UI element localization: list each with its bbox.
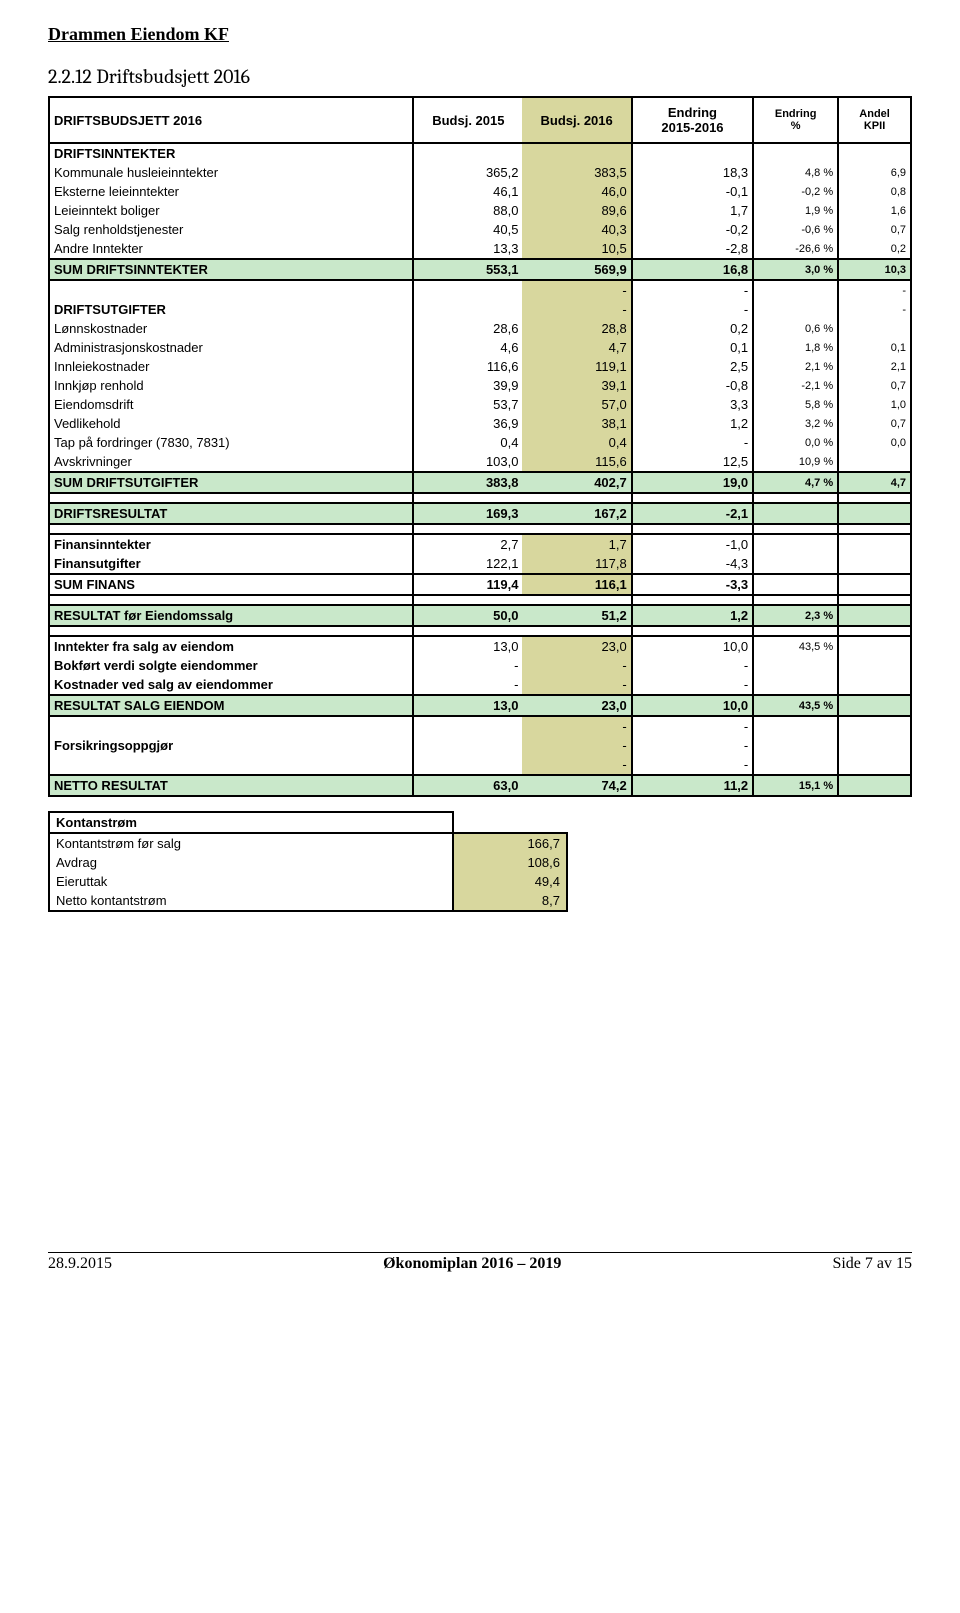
table-row: Eksterne leieinntekter46,146,0-0,1-0,2 %… (49, 182, 911, 201)
table-header-row: DRIFTSBUDSJETT 2016 Budsj. 2015 Budsj. 2… (49, 97, 911, 143)
table-row: Salg renholdstjenester40,540,3-0,2-0,6 %… (49, 220, 911, 239)
table-row: Lønnskostnader28,628,80,20,6 % (49, 319, 911, 338)
page-footer: 28.9.2015 Økonomiplan 2016 – 2019 Side 7… (48, 1252, 912, 1273)
table-row: -- (49, 755, 911, 775)
col-header-kpii: Andel KPII (838, 97, 911, 143)
table-row (49, 524, 911, 534)
cashflow-title-row: Kontanstrøm (49, 812, 567, 833)
col-header-endring: Endring 2015-2016 (632, 97, 753, 143)
table-row: Vedlikehold36,938,11,23,2 %0,7 (49, 414, 911, 433)
table-row: Forsikringsoppgjør-- (49, 736, 911, 755)
table-row (49, 595, 911, 605)
table-row: --- (49, 280, 911, 300)
table-row: Bokført verdi solgte eiendommer--- (49, 656, 911, 675)
footer-page: Side 7 av 15 (832, 1255, 912, 1273)
col-header-endring-pct: Endring % (753, 97, 838, 143)
table-row: Tap på fordringer (7830, 7831)0,40,4-0,0… (49, 433, 911, 452)
table-row: -- (49, 716, 911, 736)
table-row: Andre Inntekter13,310,5-2,8-26,6 %0,2 (49, 239, 911, 259)
table-row: RESULTAT SALG EIENDOM13,023,010,043,5 % (49, 695, 911, 716)
budget-table: DRIFTSBUDSJETT 2016 Budsj. 2015 Budsj. 2… (48, 96, 912, 797)
table-row: Inntekter fra salg av eiendom13,023,010,… (49, 636, 911, 656)
table-row: Kommunale husleieinntekter365,2383,518,3… (49, 163, 911, 182)
cashflow-row: Kontantstrøm før salg166,7 (49, 833, 567, 853)
footer-date: 28.9.2015 (48, 1255, 112, 1273)
table-row: Avskrivninger103,0115,612,510,9 % (49, 452, 911, 472)
table-row: DRIFTSINNTEKTER (49, 143, 911, 163)
table-row: SUM DRIFTSUTGIFTER383,8402,719,04,7 %4,7 (49, 472, 911, 493)
table-row (49, 493, 911, 503)
table-row: Innkjøp renhold39,939,1-0,8-2,1 %0,7 (49, 376, 911, 395)
table-row: DRIFTSUTGIFTER--- (49, 300, 911, 319)
table-row: SUM FINANS119,4116,1-3,3 (49, 574, 911, 595)
col-header-2016: Budsj. 2016 (522, 97, 631, 143)
table-row: Finansutgifter122,1117,8-4,3 (49, 554, 911, 574)
table-row: Administrasjonskostnader4,64,70,11,8 %0,… (49, 338, 911, 357)
cashflow-row: Netto kontantstrøm8,7 (49, 891, 567, 911)
table-row: Innleiekostnader116,6119,12,52,1 %2,1 (49, 357, 911, 376)
col-header-label: DRIFTSBUDSJETT 2016 (49, 97, 413, 143)
table-row: Kostnader ved salg av eiendommer--- (49, 675, 911, 695)
table-row (49, 626, 911, 636)
table-row: RESULTAT før Eiendomssalg50,051,21,22,3 … (49, 605, 911, 626)
cashflow-row: Avdrag108,6 (49, 853, 567, 872)
cashflow-table: KontanstrømKontantstrøm før salg166,7Avd… (48, 811, 568, 912)
table-row: Finansinntekter2,71,7-1,0 (49, 534, 911, 554)
page-title: Drammen Eiendom KF (48, 24, 912, 47)
table-row: Leieinntekt boliger88,089,61,71,9 %1,6 (49, 201, 911, 220)
table-row: NETTO RESULTAT63,074,211,215,1 % (49, 775, 911, 796)
table-row: Eiendomsdrift53,757,03,35,8 %1,0 (49, 395, 911, 414)
table-row: SUM DRIFTSINNTEKTER553,1569,916,83,0 %10… (49, 259, 911, 280)
cashflow-row: Eieruttak49,4 (49, 872, 567, 891)
table-row: DRIFTSRESULTAT169,3167,2-2,1 (49, 503, 911, 524)
col-header-2015: Budsj. 2015 (413, 97, 522, 143)
section-title: 2.2.12 Driftsbudsjett 2016 (48, 65, 912, 88)
footer-title: Økonomiplan 2016 – 2019 (383, 1255, 561, 1273)
